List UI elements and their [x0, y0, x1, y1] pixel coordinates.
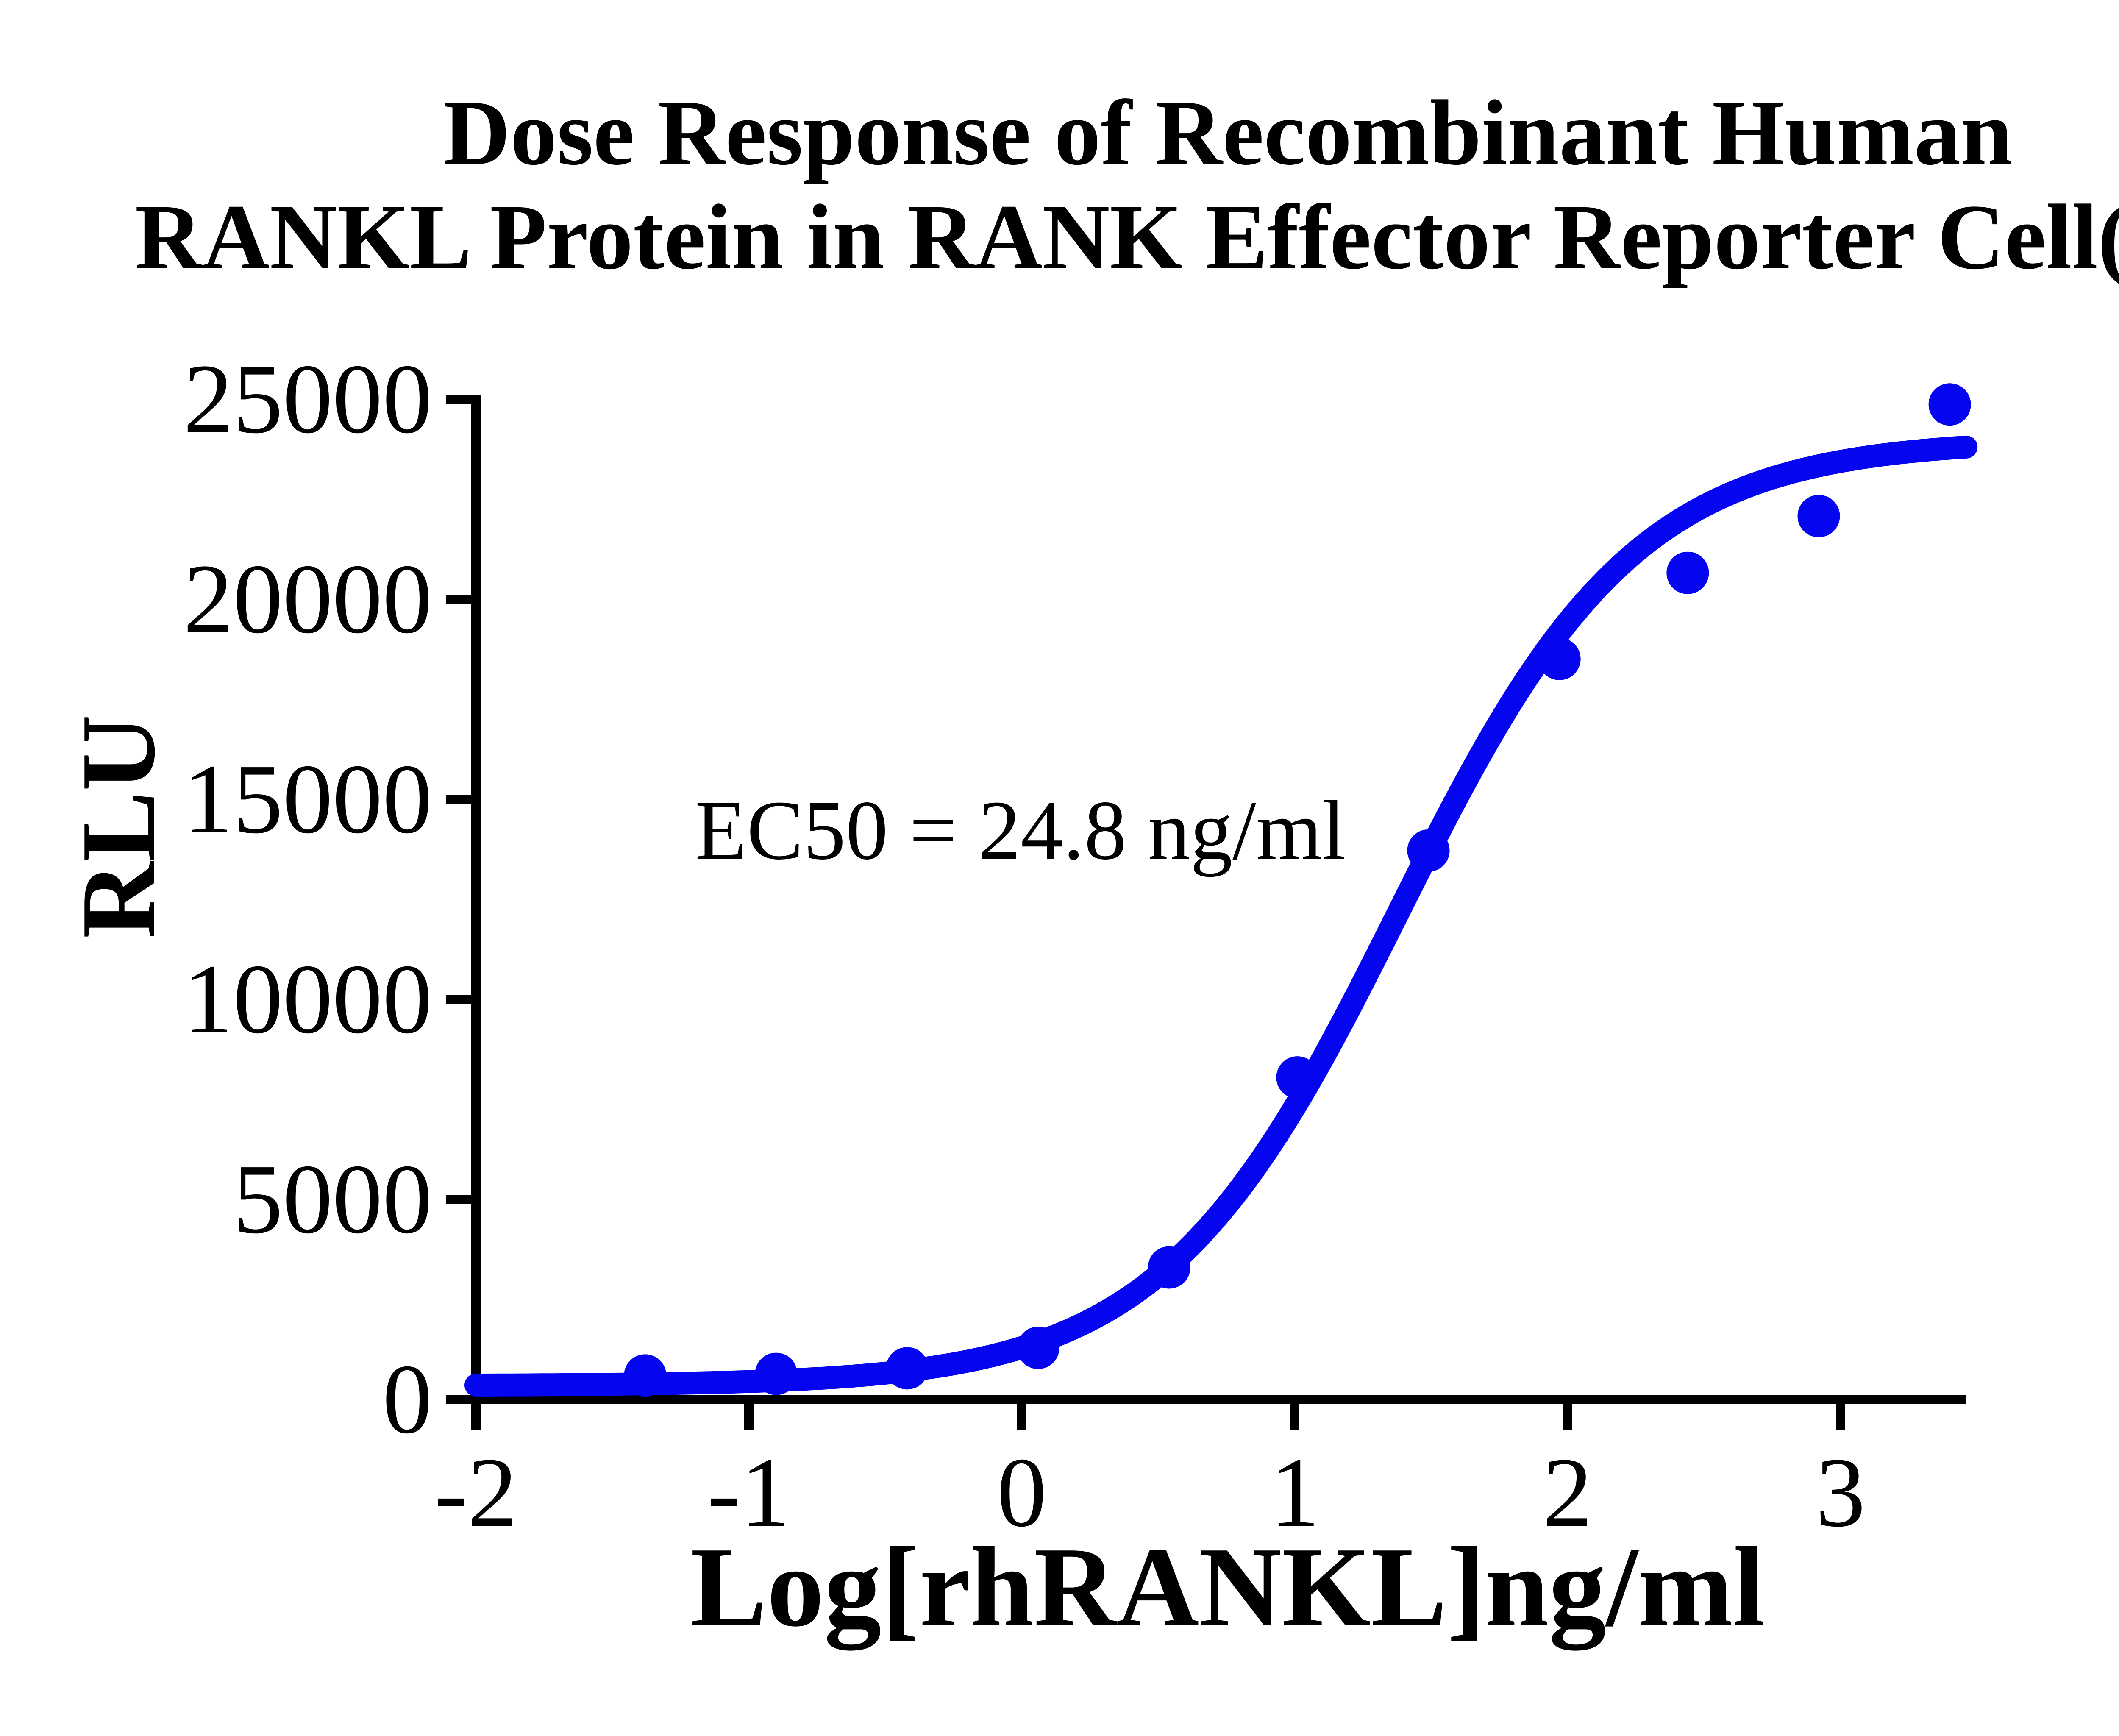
- data-point: [755, 1352, 798, 1395]
- data-point: [1538, 637, 1581, 680]
- x-tick-label: 2: [1543, 1437, 1593, 1547]
- y-tick-label: 20000: [184, 544, 433, 654]
- data-point: [1928, 383, 1971, 426]
- data-point: [1276, 1056, 1319, 1099]
- x-axis-line: [471, 1395, 1966, 1404]
- x-tick-label: 1: [1270, 1437, 1320, 1547]
- y-tick: [446, 1195, 472, 1204]
- data-point: [1666, 551, 1709, 594]
- ec50-annotation: EC50 = 24.8 ng/ml: [695, 784, 1346, 877]
- y-tick: [446, 595, 472, 604]
- x-tick: [1017, 1404, 1026, 1430]
- chart-title-line2: RANKL Protein in RANK Effector Reporter …: [135, 185, 2119, 289]
- dose-response-curve: [464, 435, 1978, 1397]
- y-tick: [446, 395, 472, 404]
- y-tick: [446, 995, 472, 1004]
- x-axis-title: Log[rhRANKL]ng/ml: [690, 1524, 1765, 1650]
- y-axis-line: [471, 395, 481, 1404]
- x-tick: [471, 1404, 481, 1430]
- x-tick: [1563, 1404, 1572, 1430]
- y-tick: [446, 795, 472, 804]
- x-tick: [744, 1404, 754, 1430]
- data-point: [1017, 1327, 1060, 1369]
- y-tick-label: 10000: [184, 944, 433, 1054]
- data-point: [886, 1347, 929, 1390]
- y-tick-label: 15000: [184, 744, 433, 854]
- data-point: [1797, 495, 1840, 537]
- data-point: [1407, 829, 1450, 872]
- y-tick-label: 5000: [233, 1144, 432, 1254]
- x-tick: [1290, 1404, 1299, 1430]
- data-point: [1148, 1246, 1190, 1289]
- axes: [446, 395, 1966, 1430]
- y-tick-label: 0: [383, 1344, 433, 1454]
- data-points: [624, 383, 1971, 1397]
- chart-title-line1: Dose Response of Recombinant Human: [443, 81, 2013, 184]
- x-tick-label: 0: [997, 1437, 1047, 1547]
- tick-labels: 0 5000 10000 15000 20000 25000 -2 -1 0 1 2 3: [184, 344, 1866, 1547]
- x-tick: [1836, 1404, 1845, 1430]
- y-tick-label: 25000: [184, 344, 433, 454]
- y-tick: [446, 1395, 472, 1404]
- x-tick-label: -2: [434, 1437, 517, 1547]
- chart-title: Dose Response of Recombinant Human RANKL…: [0, 81, 2119, 289]
- x-tick-label: 3: [1816, 1437, 1866, 1547]
- x-tick-label: -1: [707, 1437, 790, 1547]
- data-point: [624, 1354, 667, 1397]
